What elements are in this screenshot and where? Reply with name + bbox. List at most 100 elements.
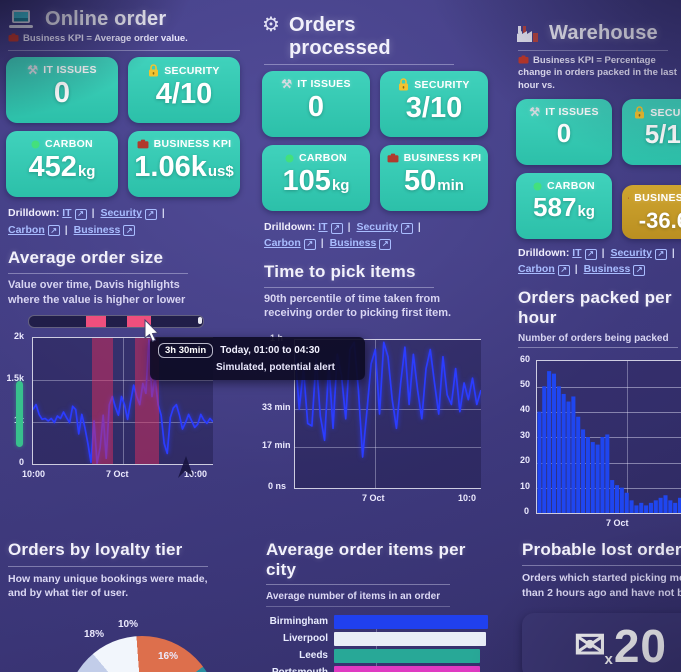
external-link-icon[interactable]: ↗: [584, 248, 597, 260]
kpi-card-value: 587: [533, 192, 577, 223]
kpi-card-security[interactable]: SECURITY 3/10: [380, 71, 488, 137]
kpi-note: Business KPI = Average order value.: [8, 33, 240, 45]
kpi-card-label: SECURITY: [414, 78, 470, 91]
bar-track: [334, 614, 488, 629]
donut-slice-label: 16%: [158, 651, 179, 662]
drilldown-link-it[interactable]: IT: [62, 207, 72, 220]
column-online-order: Online order Business KPI = Average orde…: [6, 8, 240, 491]
kpi-card-unit: kg: [77, 163, 96, 181]
external-link-icon[interactable]: ↗: [74, 208, 87, 220]
plot-area[interactable]: [536, 360, 681, 515]
kpi-card-it-issues[interactable]: ⚒ IT ISSUES 0: [262, 71, 370, 137]
slider-handle[interactable]: [198, 316, 202, 324]
page-title: Online order: [45, 8, 167, 30]
kpi-cards: ⚒ IT ISSUES 0 SECURITY 4/10 CARBON 452 kg: [6, 57, 240, 198]
tooltip-duration-badge: 3h 30min: [158, 343, 214, 358]
drilldown-link-business[interactable]: Business: [583, 263, 631, 276]
kpi-cards: ⚒IT ISSUES 0 SECURITY 5/10 CARBON 587kg …: [516, 99, 681, 240]
column-header: Online order: [6, 8, 240, 31]
city-label: Leeds: [299, 650, 328, 662]
column-header: Warehouse: [516, 22, 681, 45]
chart-range-slider[interactable]: [28, 314, 204, 328]
kpi-card-carbon[interactable]: CARBON 105 kg: [262, 145, 370, 211]
kpi-card-value: -36.67: [638, 208, 681, 234]
drilldown-link-business[interactable]: Business: [329, 237, 377, 250]
mouse-pointer-cursor: [144, 318, 160, 343]
loyalty-donut-chart[interactable]: [66, 636, 218, 672]
section-title: Average order size: [8, 247, 164, 267]
briefcase-icon: [628, 197, 630, 199]
briefcase-icon: [8, 33, 19, 42]
gridline: [295, 408, 481, 410]
lock-icon: [149, 64, 159, 77]
briefcase-icon: [518, 55, 529, 64]
leaf-icon: [533, 182, 542, 191]
y-tick: 0 ns: [268, 480, 287, 491]
dark-arrow-cursor: [178, 456, 193, 478]
kpi-card-security[interactable]: SECURITY 4/10: [128, 57, 240, 124]
divider: [264, 286, 434, 288]
kpi-card-value: 105: [282, 165, 331, 197]
separator: |: [347, 221, 351, 233]
drilldown-link-security[interactable]: Security: [610, 247, 652, 260]
kpi-card-business[interactable]: BUSINESS KPI 1.06k us$: [128, 131, 240, 198]
external-link-icon[interactable]: ↗: [633, 264, 646, 276]
kpi-card-carbon[interactable]: CARBON 452 kg: [6, 131, 118, 198]
drilldown-link-carbon[interactable]: Carbon: [8, 223, 45, 236]
section-subtitle: Value over time, Davis highlights where …: [8, 279, 186, 306]
donut-slice-label: 18%: [84, 629, 105, 640]
drilldown-links: Drilldown: IT ↗ | Security ↗ | Carbon ↗ | Busi…: [518, 245, 681, 278]
city-bar-row[interactable]: Birmingham: [264, 614, 488, 629]
drilldown-link-security[interactable]: Security: [356, 221, 398, 233]
external-link-icon[interactable]: ↗: [47, 225, 60, 237]
external-link-icon[interactable]: ↗: [303, 238, 316, 250]
drilldown-link-carbon[interactable]: Carbon: [518, 263, 555, 276]
section-title: Orders by loyalty tier: [8, 540, 183, 559]
kpi-card-unit: min: [437, 177, 464, 194]
drilldown-link-security[interactable]: Security: [100, 207, 142, 220]
drilldown-link-it[interactable]: IT: [572, 247, 582, 260]
external-link-icon[interactable]: ↗: [379, 238, 392, 250]
drilldown-label: Drilldown:: [8, 207, 60, 220]
kpi-card-label: SECURITY: [164, 64, 220, 77]
x-tick: 10:0: [458, 492, 477, 503]
tools-icon: ⚒: [529, 105, 541, 120]
kpi-card-value: 0: [307, 91, 325, 123]
leaf-icon: [285, 154, 294, 162]
y-tick: 0: [524, 506, 530, 517]
alert-band: [86, 315, 107, 327]
kpi-card-label: SECURITY: [650, 106, 681, 119]
city-bars-chart[interactable]: Birmingham Liverpool Leeds Portsmouth: [264, 614, 488, 672]
kpi-card-it-issues[interactable]: ⚒ IT ISSUES 0: [516, 99, 612, 166]
city-bar-row[interactable]: Portsmouth: [264, 665, 488, 672]
kpi-card-it-issues[interactable]: ⚒ IT ISSUES 0: [6, 57, 118, 124]
kpi-card-label: BUSINESS KPI: [403, 152, 482, 164]
drilldown-link-business[interactable]: Business: [73, 223, 121, 236]
page-title: Warehouse: [549, 22, 658, 44]
city-bar-row[interactable]: Liverpool: [264, 631, 488, 646]
external-link-icon[interactable]: ↗: [654, 248, 667, 260]
kpi-card-business[interactable]: BUSINESS KPI 50 min: [380, 145, 488, 211]
external-link-icon[interactable]: ↗: [330, 222, 343, 234]
external-link-icon[interactable]: ↗: [400, 222, 413, 234]
gear-icon: ⚙: [262, 14, 280, 36]
kpi-card-security[interactable]: SECURITY 5/10: [622, 99, 681, 166]
kpi-card-business-alert[interactable]: BUSINESS KPI -36.67: [622, 185, 681, 240]
divider: [518, 347, 678, 349]
kpi-card-label: BUSINESS KPI: [153, 138, 232, 151]
y-tick: 30: [520, 430, 531, 441]
external-link-icon[interactable]: ↗: [123, 225, 136, 237]
kpi-card-carbon[interactable]: CARBON 587 kg: [516, 173, 612, 240]
kpi-note-text: Business KPI = Percentage change in orde…: [518, 55, 677, 91]
drilldown-link-it[interactable]: IT: [318, 221, 328, 233]
tooltip-alert-text: Simulated, potential alert: [216, 362, 335, 373]
divider: [8, 565, 208, 567]
lost-orders-stat-tile[interactable]: ✉ x 20: [522, 613, 681, 672]
drilldown-link-carbon[interactable]: Carbon: [264, 237, 301, 250]
external-link-icon[interactable]: ↗: [557, 264, 570, 276]
separator: |: [64, 223, 68, 236]
lost-orders-count: 20: [613, 620, 668, 672]
city-bar-row[interactable]: Leeds: [264, 648, 488, 663]
external-link-icon[interactable]: ↗: [144, 208, 157, 220]
